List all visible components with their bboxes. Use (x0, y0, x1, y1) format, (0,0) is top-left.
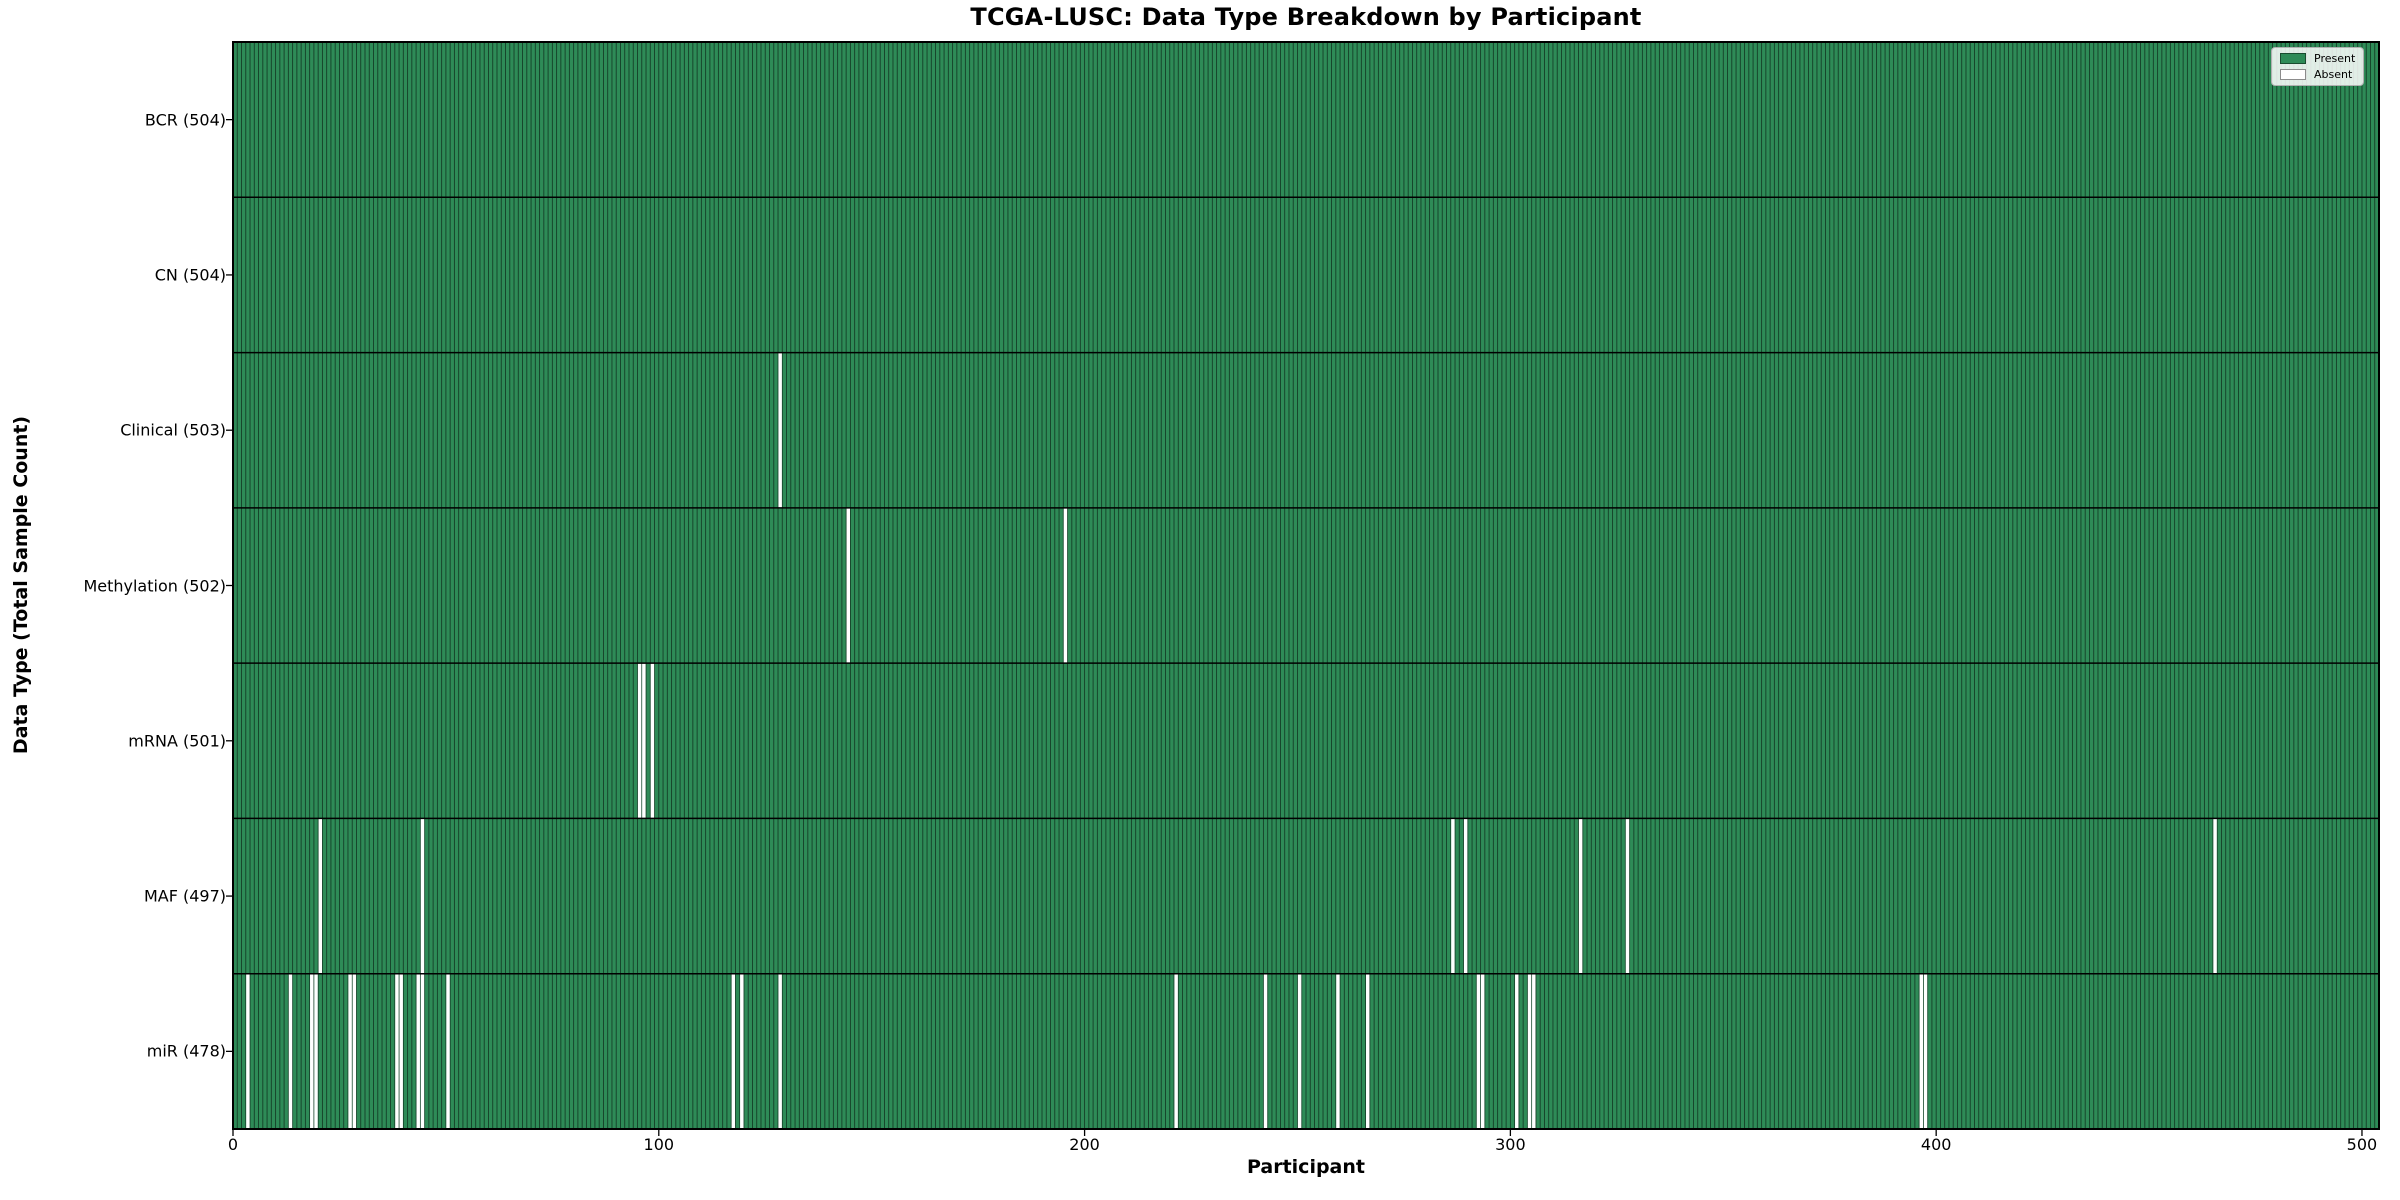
y-tick-label-maf: MAF (497) (143, 886, 226, 906)
legend-swatch-present (2280, 53, 2306, 64)
x-tick-label: 500 (2346, 1135, 2378, 1154)
y-tick-label-methylation: Methylation (502) (83, 576, 226, 595)
y-tick-label-cn: CN (504) (154, 265, 226, 285)
x-tick-label: 100 (643, 1135, 675, 1154)
x-tick-label: 200 (1069, 1135, 1100, 1154)
legend-label: Absent (2314, 68, 2353, 81)
x-axis-label: Participant (1246, 1156, 1365, 1178)
chart-title: TCGA-LUSC: Data Type Breakdown by Partic… (970, 3, 1642, 31)
y-tick-label-clinical: Clinical (503) (120, 420, 226, 440)
y-tick-label-mir: miR (478) (146, 1041, 226, 1061)
x-tick-label: 400 (1920, 1135, 1952, 1154)
y-axis-label: Data Type (Total Sample Count) (10, 415, 32, 755)
x-tick-label: 300 (1495, 1135, 1526, 1154)
heatmap-plot (226, 41, 2380, 1136)
legend-entry-present: Present (2280, 53, 2355, 64)
legend: Present Absent (2271, 47, 2365, 86)
legend-entry-absent: Absent (2280, 69, 2355, 80)
y-tick-label-mrna: mRNA (501) (128, 731, 226, 751)
legend-label: Present (2314, 52, 2356, 65)
legend-swatch-absent (2280, 69, 2306, 80)
x-tick-label: 0 (227, 1135, 239, 1154)
y-tick-label-bcr: BCR (504) (144, 110, 226, 130)
